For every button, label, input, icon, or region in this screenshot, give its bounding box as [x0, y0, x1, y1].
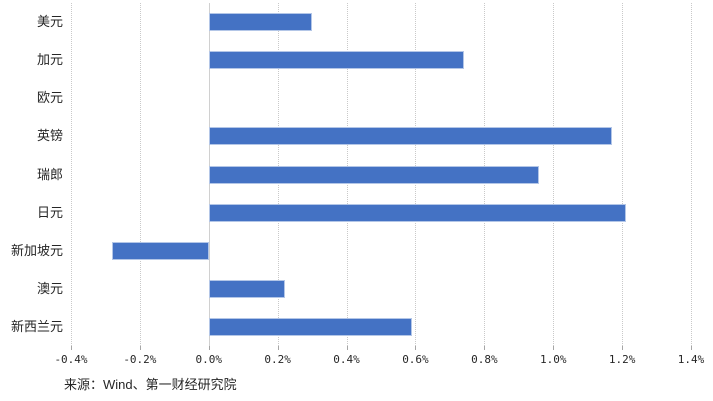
x-tick-label: 1.0% [539, 353, 567, 366]
source-note: 来源：Wind、第一财经研究院 [64, 377, 237, 392]
category-label: 澳元 [36, 280, 63, 296]
bar [208, 13, 313, 32]
axis-tick [484, 346, 486, 350]
bar [208, 279, 285, 298]
gridline [553, 3, 555, 346]
x-tick-label: 1.2% [608, 353, 636, 366]
axis-tick [346, 346, 348, 350]
bar [208, 127, 612, 146]
x-tick-label: 1.4% [677, 353, 705, 366]
bar [112, 241, 209, 260]
category-label: 英镑 [36, 128, 63, 144]
bar [208, 51, 464, 70]
gridline [71, 3, 72, 346]
gridline [622, 3, 624, 346]
bar [208, 203, 626, 222]
axis-tick [277, 346, 279, 350]
axis-tick [139, 346, 141, 350]
bar [208, 165, 540, 184]
x-tick-label: -0.2% [123, 353, 157, 366]
x-tick-label: 0.8% [471, 353, 498, 366]
axis-tick [208, 346, 210, 350]
category-label: 加元 [36, 52, 63, 68]
category-label: 新西兰元 [10, 318, 63, 334]
gridline [139, 3, 141, 346]
axis-tick [553, 346, 555, 350]
category-label: 欧元 [36, 90, 63, 106]
category-label: 美元 [36, 14, 63, 30]
axis-tick [71, 346, 72, 350]
x-tick-label: 0.4% [333, 353, 360, 366]
category-label: 瑞郎 [36, 166, 63, 182]
bar [208, 317, 412, 336]
category-label: 新加坡元 [10, 242, 63, 258]
x-tick-label: 0.2% [264, 353, 291, 366]
axis-tick [691, 346, 692, 350]
plot-area [71, 3, 692, 346]
axis-tick [415, 346, 417, 350]
x-tick-label: 0.0% [195, 353, 223, 366]
x-tick-label: 0.6% [402, 353, 429, 366]
axis-tick [622, 346, 624, 350]
x-tick-label: -0.4% [54, 353, 88, 366]
gridline [691, 3, 692, 346]
category-label: 日元 [36, 204, 63, 220]
